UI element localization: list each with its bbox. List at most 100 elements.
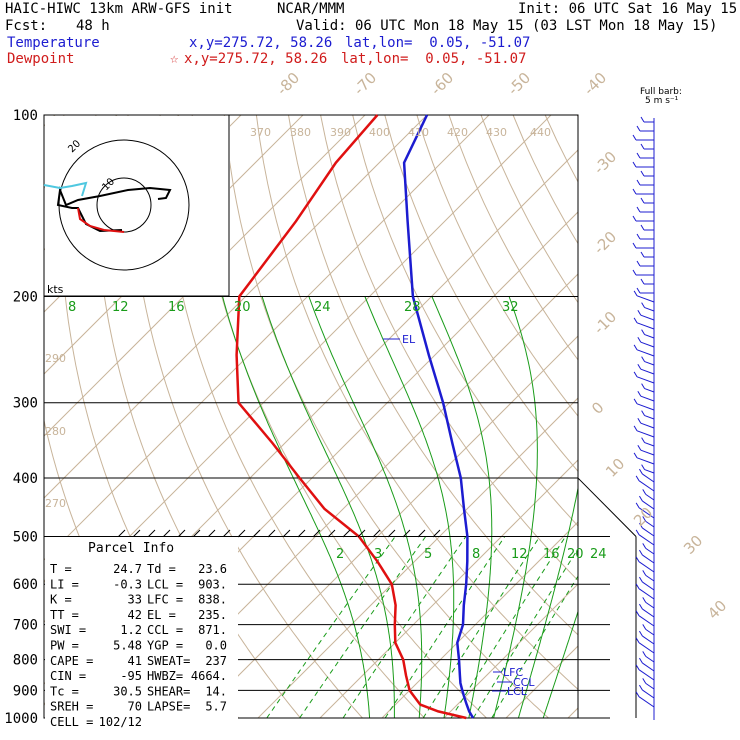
dry-adiabat-line: [512, 115, 578, 245]
dewpoint-profile: [235, 114, 467, 720]
isotherm-line: [381, 521, 578, 718]
wind-barb-flag: [637, 390, 642, 397]
wind-barb-flag: [642, 516, 647, 522]
dry-adiabat-label: 370: [250, 126, 271, 139]
wind-barb-flag: [636, 233, 641, 240]
wind-barb-flag: [635, 556, 640, 563]
wind-barb-flag: [636, 152, 641, 159]
dry-adiabat-line: [159, 115, 425, 718]
hatch-mark: [132, 529, 141, 538]
parcel-info-cell: 903.: [198, 577, 227, 591]
wind-barb-flag: [637, 444, 642, 451]
parcel-info-cell: Td =: [147, 562, 176, 576]
hatch-mark: [402, 529, 411, 538]
wind-barb-flag: [637, 363, 642, 370]
wind-barb: [638, 642, 655, 654]
parcel-info-box: Parcel Info T = 24.7 Td = 23.6 LI = -0.3 LCL =…: [45, 537, 238, 729]
parcel-info-cell: SWI =: [50, 623, 86, 637]
wind-barb-flag: [635, 583, 640, 590]
pressure-tick-label: 300: [13, 396, 38, 412]
mixing-ratio-label: 12: [511, 547, 528, 562]
wind-barb-flag: [640, 197, 645, 204]
hatch-mark: [432, 529, 441, 538]
parcel-info-cell: CCL =: [147, 623, 183, 637]
wind-barb-flag: [635, 502, 640, 509]
wind-barb: [642, 581, 655, 591]
forecast-label: Fcst:: [5, 18, 48, 34]
parcel-info-cell: TT =: [50, 608, 79, 622]
wind-barb-flag: [632, 242, 637, 249]
wind-barb: [642, 527, 655, 537]
wind-barb-flag: [632, 188, 637, 195]
wind-barb-flag: [636, 260, 641, 267]
hatch-mark: [162, 529, 171, 538]
wind-barb: [640, 368, 655, 375]
wind-barb: [642, 689, 655, 699]
wind-barb: [636, 295, 655, 303]
parcel-info-cell: 30.5: [113, 684, 142, 698]
wind-barb-flag: [635, 610, 640, 617]
moist-adiabat-label: 12: [112, 300, 129, 315]
pressure-tick-label: 500: [13, 529, 38, 545]
isotherm-line: [505, 645, 578, 718]
isotherm-line: [44, 115, 366, 437]
dewpoint-legend: Dewpoint: [7, 51, 75, 67]
wind-barb: [644, 361, 655, 366]
isotherm-label: -40: [580, 69, 610, 99]
wind-barb: [642, 554, 655, 564]
pressure-tick-label: 100: [13, 108, 38, 124]
wind-barb-flag: [639, 630, 643, 637]
hodograph-trace-cyan: [43, 181, 88, 197]
wind-barb-flag: [633, 452, 638, 459]
moist-adiabat-label: 8: [68, 300, 76, 315]
isotherm-line: [195, 335, 578, 718]
wind-barb: [645, 493, 655, 501]
isotherm-label: -30: [590, 148, 620, 178]
parcel-info-cell: 1.2: [120, 623, 142, 637]
valid-time: Valid: 06 UTC Mon 18 May 15 (03 LST Mon …: [296, 18, 718, 34]
parcel-info-cell: 41: [128, 654, 142, 668]
hatch-mark: [222, 529, 231, 538]
wind-barb-flag: [633, 344, 638, 351]
wind-barb: [644, 415, 655, 420]
wind-barb-flag: [632, 215, 637, 222]
temperature-profile: [402, 114, 475, 719]
isotherm-line: [44, 115, 428, 499]
wind-barb: [640, 314, 655, 321]
wind-barb: [645, 547, 655, 555]
wind-barb: [644, 442, 655, 447]
parcel-info-cell: LCL =: [147, 577, 183, 591]
pressure-tick-label: 400: [13, 471, 38, 487]
wind-barb: [638, 507, 655, 519]
dry-adiabat-line: [255, 115, 578, 690]
moist-adiabat-label: 24: [314, 300, 331, 315]
wind-barb-flag: [632, 161, 637, 168]
isotherm-label: 0: [588, 398, 607, 417]
wind-barb-flag: [639, 684, 643, 691]
wind-barb-flag: [637, 417, 642, 424]
parcel-info-cell: 4664.: [191, 669, 227, 683]
parcel-info-cell: SREH =: [50, 700, 93, 714]
moist-adiabat-line: [542, 609, 578, 718]
wind-barb-flag: [639, 468, 643, 475]
wind-barb: [644, 469, 655, 474]
wind-barb-flag: [635, 529, 640, 536]
hatch-mark: [372, 529, 381, 538]
wind-barb-flag: [633, 290, 638, 297]
wind-barb-flag: [635, 691, 640, 698]
wind-barb: [642, 635, 655, 645]
parcel-info-cell: LAPSE=: [147, 700, 190, 714]
hatch-mark: [147, 529, 156, 538]
hodograph-trace-red: [77, 207, 125, 233]
dry-adiabat-line: [448, 115, 578, 361]
isotherm-label: 30: [680, 532, 706, 558]
parcel-info-cell: HWBZ=: [147, 669, 183, 683]
dry-adiabat-line: [642, 115, 740, 718]
wind-barb-flag: [636, 287, 641, 294]
parcel-info-cell: PW =: [50, 639, 79, 653]
parcel-info-cell: LI =: [50, 577, 79, 591]
hatch-mark: [312, 529, 321, 538]
hatch-mark: [357, 529, 366, 538]
isotherm-label: -80: [273, 69, 303, 99]
